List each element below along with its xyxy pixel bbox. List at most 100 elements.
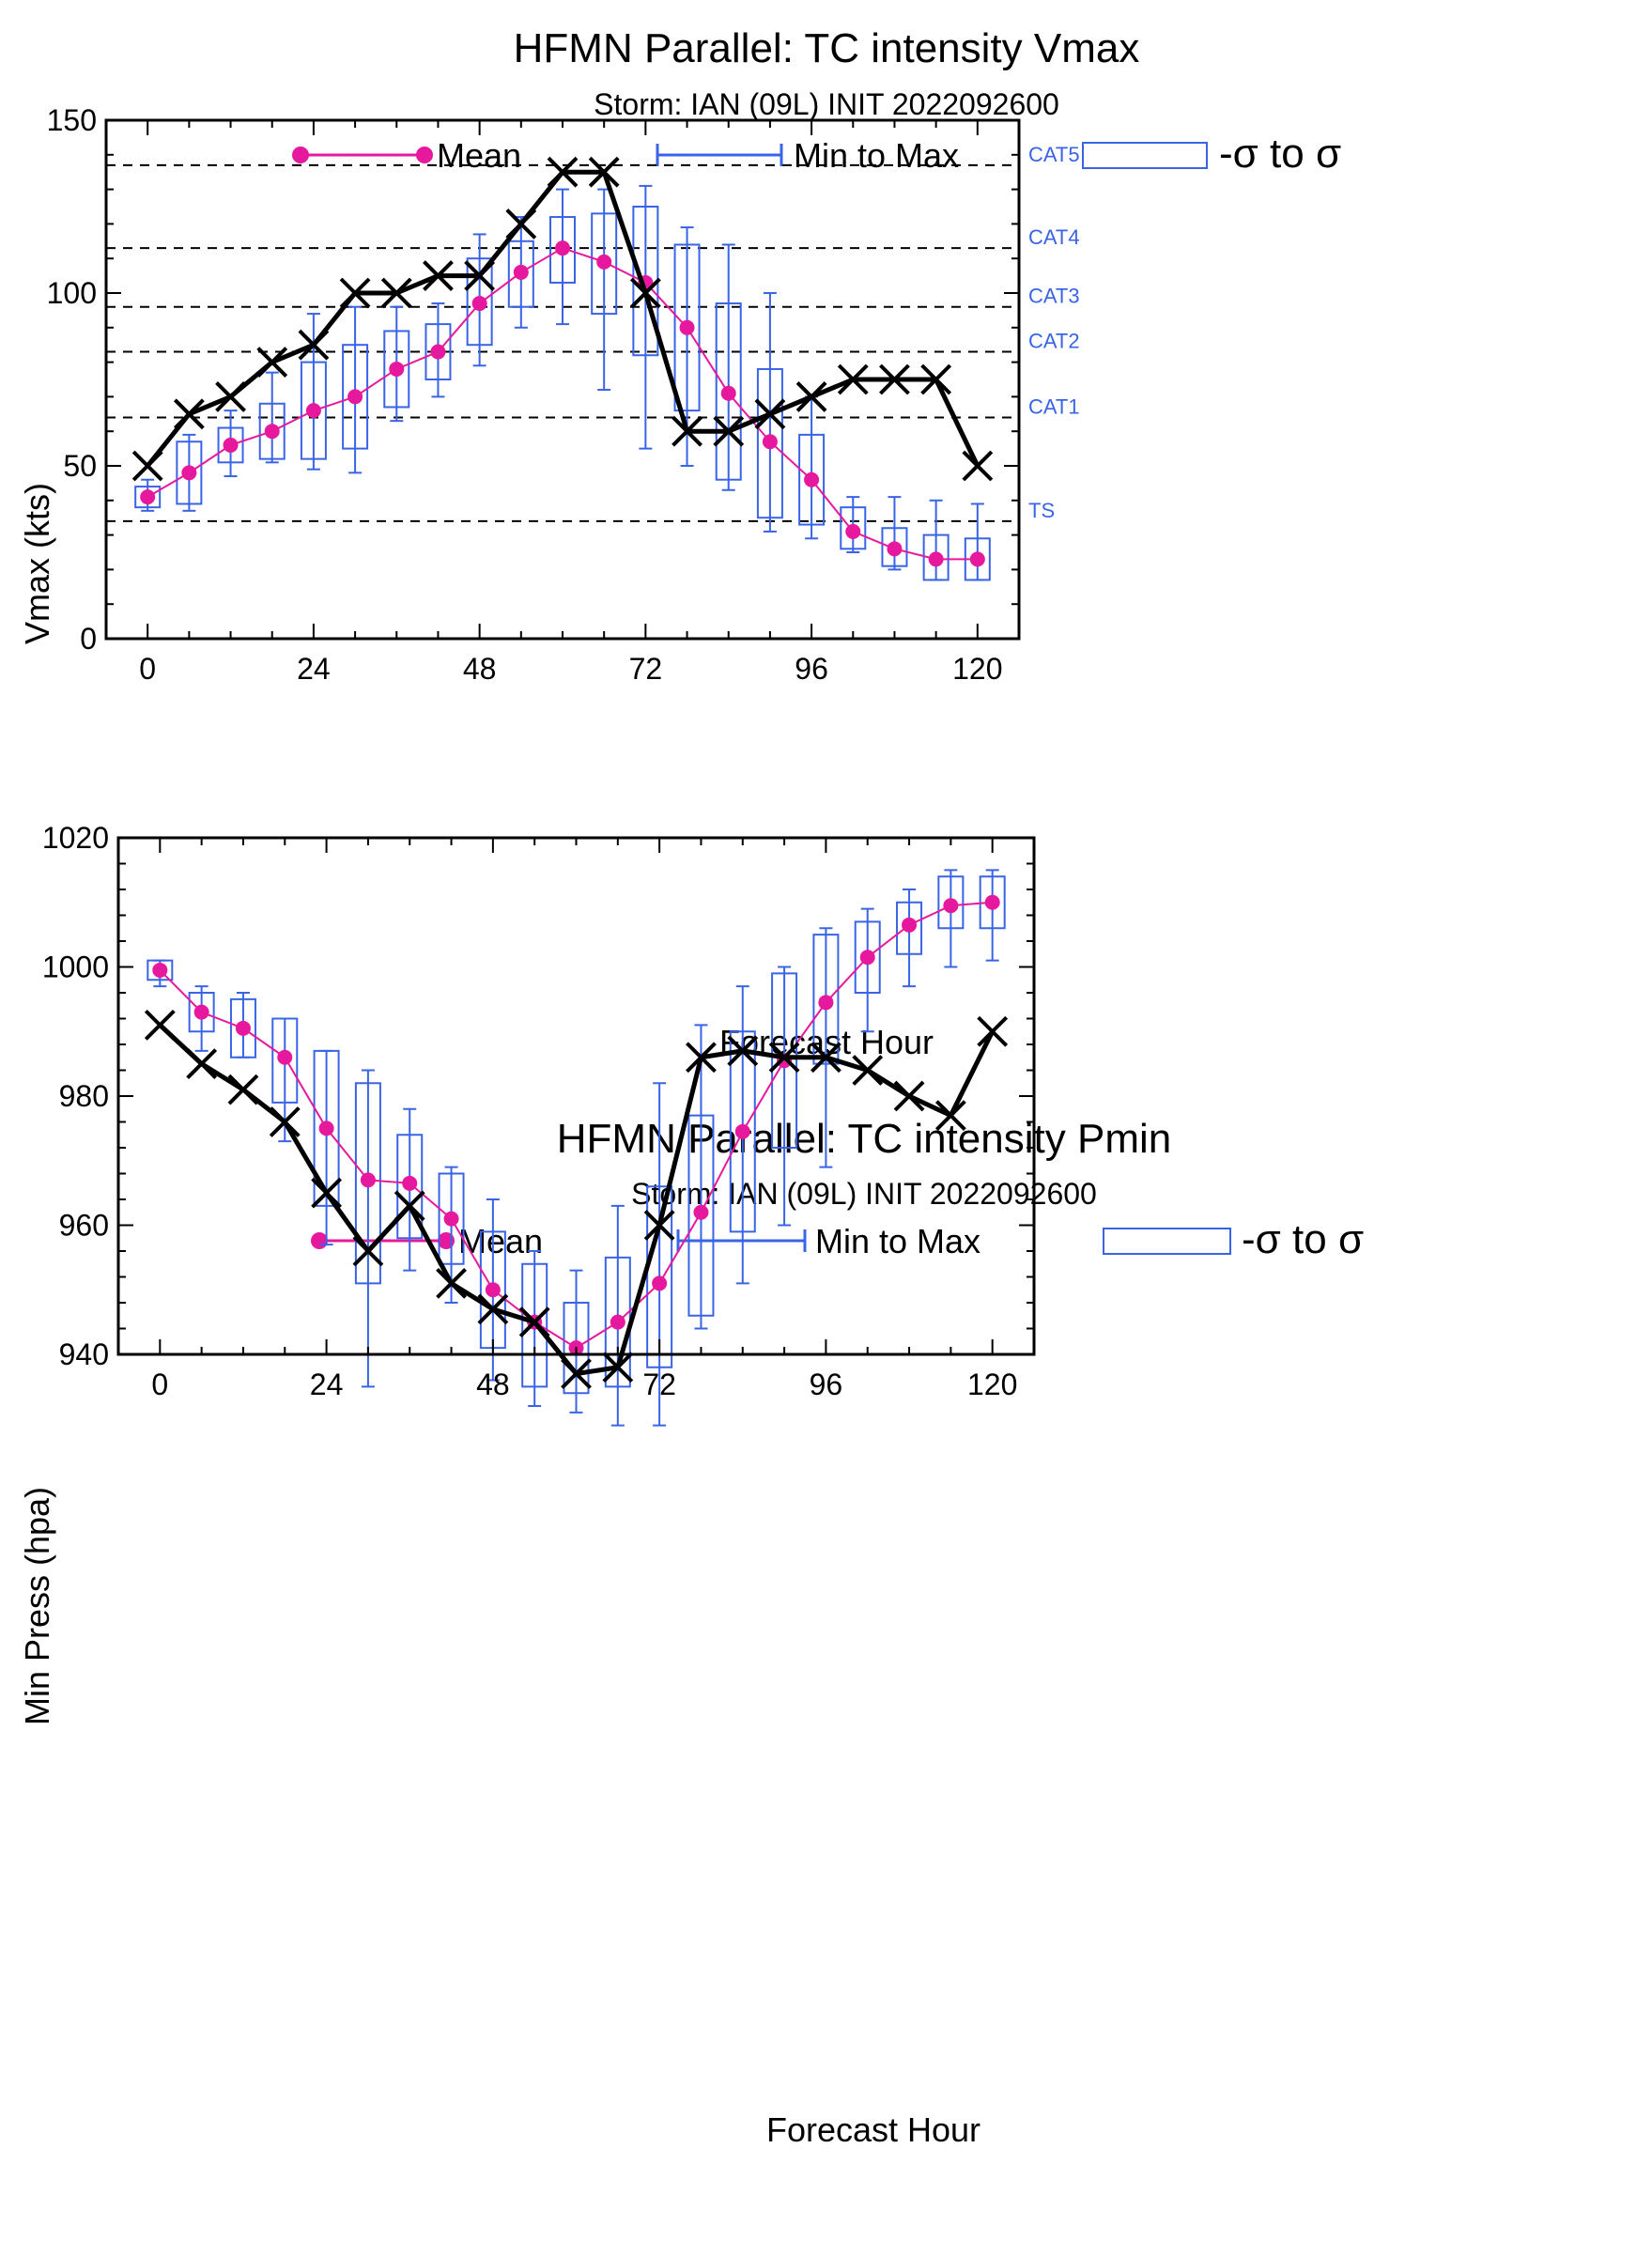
sigma-box [313, 1049, 340, 1207]
sigma-box [812, 934, 840, 1065]
observed-x-marker [588, 156, 620, 188]
box-whisker-h108 [896, 889, 923, 988]
sigma-box [507, 240, 534, 308]
observed-x-marker [602, 1352, 634, 1383]
box-whisker-h60 [549, 188, 576, 326]
sigma-box [188, 992, 215, 1033]
sigma-box [549, 216, 576, 284]
axes: 0 24 48 72 96 120 0 50 100 150 [47, 103, 1019, 686]
mean-point [804, 471, 820, 487]
sigma-box [217, 426, 244, 464]
observed-x-stroke [893, 1080, 925, 1112]
mean-point [471, 296, 487, 312]
observed-x-stroke [768, 1042, 800, 1074]
observed-x-stroke [962, 450, 994, 482]
legend-minmax: Min to Max [676, 1222, 980, 1260]
mean-point [943, 898, 959, 914]
box-whisker-h108 [881, 496, 908, 571]
observed-x-stroke [269, 1106, 301, 1137]
observed-x-marker [852, 1055, 884, 1086]
y-tick-label: 1000 [42, 950, 109, 984]
mean-point [693, 1204, 709, 1220]
y-tick-label: 1020 [42, 821, 109, 855]
mean-point [969, 551, 985, 567]
observed-x-marker [920, 363, 952, 395]
observed-x-marker [879, 363, 910, 395]
observed-x-marker [423, 260, 454, 292]
mean-point [402, 1175, 418, 1191]
legend-mean-label: Mean [458, 1222, 543, 1260]
y-tick-label: 980 [59, 1079, 109, 1113]
observed-x-marker [977, 1015, 1009, 1047]
observed-x-marker [795, 380, 827, 412]
observed-x-marker [754, 398, 786, 430]
sigma-box [798, 433, 826, 526]
x-tick-label: 0 [151, 1368, 168, 1401]
observed-x-marker [518, 1306, 550, 1338]
observed-x-stroke [602, 1352, 634, 1383]
x-tick-label: 96 [810, 1368, 843, 1401]
observed-x-stroke [394, 1190, 425, 1222]
observed-x-stroke [795, 380, 827, 412]
mean-point [513, 264, 529, 280]
category-label-cat4: CAT4 [1028, 225, 1080, 249]
y-tick-label: 940 [59, 1337, 109, 1371]
box-whisker-h120 [964, 502, 991, 581]
sigma-box [591, 212, 618, 316]
mean-point [277, 1049, 293, 1065]
sigma-box [134, 486, 162, 509]
category-label-cat3: CAT3 [1028, 285, 1080, 308]
observed-x-stroke [672, 415, 702, 447]
legend-mean-marker [438, 1232, 455, 1249]
box-whisker-h102 [854, 907, 881, 1033]
sigma-box [729, 1030, 756, 1233]
observed-x-stroke [629, 277, 661, 309]
x-tick-label: 24 [310, 1368, 344, 1401]
legend-mean-marker [311, 1232, 328, 1249]
x-tick-label: 48 [476, 1368, 510, 1401]
box-whisker-h24 [300, 313, 327, 471]
sigma-box [147, 959, 174, 981]
observed-x-stroke [837, 363, 869, 395]
sigma-box [176, 440, 203, 505]
observed-x-marker [352, 1235, 384, 1267]
x-tick-label: 120 [967, 1368, 1017, 1401]
mean-point [223, 437, 239, 453]
mean-point [762, 434, 778, 450]
mean-point [443, 1211, 459, 1227]
observed-x-marker [934, 1100, 966, 1132]
observed-x-marker [643, 1210, 675, 1241]
mean-point [140, 489, 156, 505]
sigma-box [715, 302, 742, 481]
sigma-box [342, 344, 369, 450]
observed-x-marker [269, 1106, 301, 1137]
y-axis-label: Vmax (kts) [18, 483, 56, 644]
sigma-box [396, 1134, 424, 1240]
observed-x-stroke [144, 1009, 176, 1041]
category-label-cat2: CAT2 [1028, 330, 1080, 353]
observed-x-marker [256, 347, 288, 379]
observed-x-stroke [561, 1358, 592, 1390]
observed-x-marker [380, 277, 412, 309]
mean-point [193, 1004, 209, 1020]
mean-point [235, 1020, 251, 1036]
chart-subtitle: Storm: IAN (09L) INIT 2022092600 [594, 87, 1059, 121]
mean-point [389, 361, 405, 377]
observed-x-marker [311, 1177, 343, 1209]
category-label-cat5: CAT5 [1028, 143, 1080, 166]
observed-x-marker [464, 260, 496, 292]
observed-x-stroke [547, 156, 579, 188]
vmax-chart: HFMN Parallel: TC intensity Vmax Storm: … [18, 25, 1341, 1061]
mean-point [485, 1282, 501, 1298]
legend-minmax-label: Min to Max [815, 1222, 980, 1260]
legend-sigma-label: -σ to σ [1219, 131, 1341, 177]
observed-x-stroke [298, 329, 330, 361]
mean-point [902, 917, 918, 933]
observed-x-marker [810, 1042, 841, 1074]
sigma-box [354, 1082, 381, 1285]
sigma-box [881, 527, 908, 567]
box-whisker-h12 [217, 410, 244, 478]
x-tick-label: 24 [297, 652, 331, 686]
observed-x-marker [561, 1358, 592, 1390]
